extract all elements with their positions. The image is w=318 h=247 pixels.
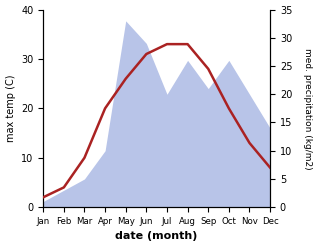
Y-axis label: max temp (C): max temp (C) — [5, 75, 16, 142]
X-axis label: date (month): date (month) — [115, 231, 198, 242]
Y-axis label: med. precipitation (kg/m2): med. precipitation (kg/m2) — [303, 48, 313, 169]
